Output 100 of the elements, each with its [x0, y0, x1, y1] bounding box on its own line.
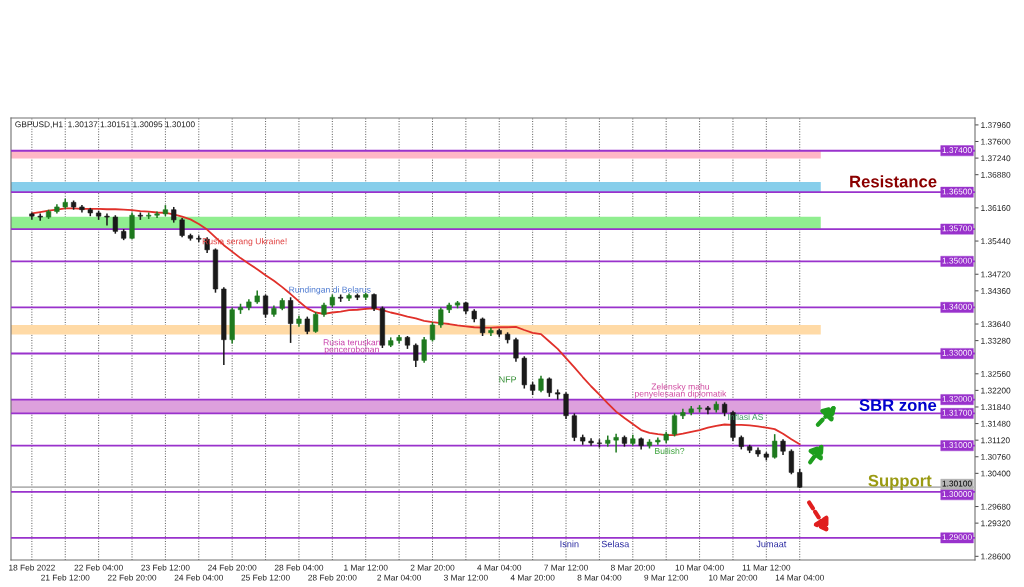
candlestick	[246, 298, 252, 311]
y-tick-label: 1.34720	[981, 271, 1011, 278]
candlestick	[262, 293, 269, 319]
annotation: Isnin	[560, 540, 579, 548]
candlestick	[521, 355, 527, 390]
candlestick	[788, 448, 794, 476]
y-tick-label: 1.29320	[981, 520, 1011, 527]
candlestick	[705, 405, 711, 416]
ref-line-label: 1.33000	[942, 349, 972, 356]
annotation: Bullish?	[655, 447, 685, 455]
x-tick-label: 28 Feb 04:00	[274, 564, 324, 571]
y-tick-label: 1.37600	[981, 138, 1011, 145]
x-tick-label: 2 Mar 20:00	[410, 564, 455, 571]
candlestick	[797, 467, 803, 489]
candlestick	[54, 203, 60, 215]
y-tick-label: 1.34360	[981, 288, 1011, 294]
candlestick	[630, 433, 636, 447]
ref-line-label: 1.35700	[942, 225, 972, 232]
x-tick-label: 4 Mar 20:00	[510, 574, 555, 581]
x-tick-label: 8 Mar 04:00	[577, 574, 622, 581]
y-tick-label: 1.36160	[981, 205, 1011, 211]
annotation: Zelensky mahu penyelesaian diplomatik	[635, 383, 727, 399]
x-tick-label: 24 Feb 04:00	[174, 574, 224, 581]
candlestick	[29, 211, 35, 221]
annotation: Rusia teruskan pencerobohan	[323, 339, 380, 355]
annotation: Rundingan di Belarus	[289, 286, 371, 295]
candlestick	[479, 316, 486, 337]
x-tick-label: 28 Feb 20:00	[308, 574, 357, 581]
ref-line-label: 1.32000	[942, 395, 972, 402]
x-tick-label: 10 Mar 20:00	[709, 574, 758, 581]
x-tick-label: 22 Feb 04:00	[74, 564, 123, 571]
ref-line-label: 1.29000	[942, 534, 972, 541]
text: Resistance	[850, 175, 937, 188]
x-tick-label: 4 Mar 04:00	[477, 564, 522, 571]
y-tick-label: 1.31120	[981, 437, 1010, 444]
ref-line-label: 1.31000	[942, 442, 972, 448]
y-tick-label: 1.30400	[981, 470, 1011, 477]
text: Support	[868, 474, 932, 490]
candlestick	[446, 302, 452, 314]
candlestick	[655, 436, 661, 446]
x-tick-label: 22 Feb 20:00	[107, 574, 157, 581]
x-tick-label: 24 Feb 20:00	[208, 564, 257, 571]
candlestick	[154, 210, 160, 219]
candlestick	[379, 305, 385, 349]
x-tick-label: 25 Feb 12:00	[241, 574, 290, 581]
y-tick-label: 1.36880	[981, 171, 1011, 178]
candlestick	[613, 432, 619, 454]
candlestick	[546, 376, 552, 398]
x-tick-label: 2 Mar 04:00	[377, 574, 422, 581]
x-tick-label: 21 Feb 12:00	[41, 574, 90, 581]
x-tick-label: 14 Mar 04:00	[775, 574, 824, 581]
candlestick	[62, 197, 68, 210]
candlestick	[196, 234, 202, 243]
annotation: Selasa	[601, 540, 630, 548]
y-tick-label: 1.37240	[981, 155, 1011, 162]
x-tick-label: 23 Feb 12:00	[141, 564, 190, 571]
candlestick	[112, 214, 118, 235]
x-tick-label: 18 Feb 2022	[9, 564, 55, 571]
candlestick	[388, 336, 394, 348]
candlestick	[571, 412, 577, 442]
candlestick	[688, 405, 694, 417]
x-tick-label: 9 Mar 12:00	[644, 574, 689, 581]
candlestick	[755, 446, 761, 458]
y-tick-label: 1.31840	[981, 404, 1011, 411]
ref-line-label: 1.35000	[942, 257, 972, 264]
y-tick-label: 1.32560	[981, 371, 1011, 377]
ref-line-label: 1.30100	[942, 480, 972, 487]
y-tick-label: 1.33280	[981, 337, 1011, 344]
candlestick	[471, 308, 477, 323]
x-tick-label: 8 Mar 20:00	[610, 564, 655, 571]
candlestick	[288, 296, 294, 344]
y-tick-label: 1.33640	[981, 321, 1011, 328]
y-tick-label: 1.29680	[981, 503, 1011, 510]
chart-title: GBPUSD,H1 1.30137 1.30151 1.30095 1.30100	[15, 121, 195, 129]
candlestick	[104, 212, 110, 227]
y-tick-label: 1.28600	[981, 553, 1011, 560]
candlestick	[296, 314, 302, 328]
ref-line-label: 1.34000	[942, 303, 972, 310]
ref-line-label: 1.36500	[942, 188, 972, 195]
annotation: Jumaat	[756, 540, 787, 548]
y-tick-label: 1.35440	[981, 238, 1011, 245]
candlestick	[346, 292, 352, 302]
ref-line-label: 1.30000	[942, 491, 972, 497]
candlestick	[254, 289, 260, 305]
ref-line-label: 1.31700	[942, 409, 972, 416]
candlestick	[313, 311, 319, 334]
x-tick-label: 3 Mar 12:00	[443, 574, 488, 581]
y-tick-label: 1.31480	[981, 420, 1011, 427]
ref-line-label: 1.37400	[942, 147, 972, 153]
candlestick	[496, 327, 502, 338]
y-tick-label: 1.30760	[981, 453, 1011, 460]
x-tick-label: 10 Mar 04:00	[675, 564, 724, 571]
text: SBR zone	[859, 399, 937, 412]
y-tick-label: 1.37960	[981, 122, 1011, 129]
annotation: NFP	[499, 376, 517, 383]
x-tick-label: 11 Mar 12:00	[742, 564, 791, 571]
x-tick-label: 7 Mar 12:00	[544, 564, 588, 571]
candlestick	[588, 437, 594, 447]
y-tick-label: 1.32200	[981, 387, 1011, 394]
x-tick-label: 1 Mar 12:00	[344, 564, 388, 571]
